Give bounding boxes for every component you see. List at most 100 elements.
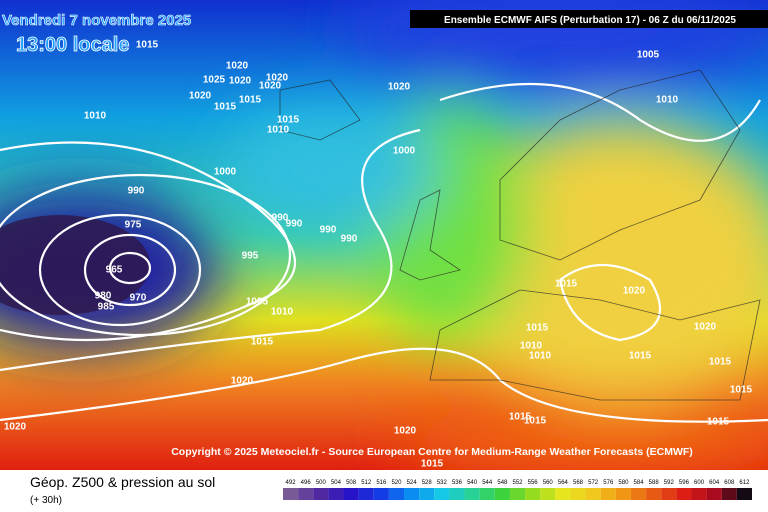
scale-label: 532: [437, 480, 448, 486]
scale-label: 504: [331, 480, 342, 486]
isobar-label: 1015: [421, 459, 444, 470]
isobar-label: 1000: [393, 146, 416, 157]
scale-swatch: [661, 488, 677, 500]
scale-label: 540: [467, 480, 478, 486]
isobar-label: 1010: [529, 351, 552, 362]
scale-swatch: [283, 488, 299, 500]
isobar-label: 1020: [694, 322, 717, 333]
scale-label: 604: [709, 480, 720, 486]
scale-swatch: [600, 488, 616, 500]
scale-swatch: [630, 488, 647, 500]
isobar-label: 980: [95, 291, 112, 302]
isobar-label: 1015: [707, 417, 730, 428]
scale-label: 492: [286, 480, 297, 486]
scale-swatch: [434, 488, 450, 500]
scale-label: 544: [482, 480, 493, 486]
scale-label: 560: [543, 480, 554, 486]
isobar-label: 1020: [388, 82, 411, 93]
scale-swatch: [706, 488, 722, 500]
scale-label: 580: [618, 480, 629, 486]
scale-label: 548: [497, 480, 508, 486]
scale-label: 508: [346, 480, 357, 486]
scale-label: 516: [376, 480, 387, 486]
isobar-label: 1020: [226, 61, 249, 72]
isobar-label: 1015: [629, 351, 652, 362]
scale-swatch: [721, 488, 737, 500]
scale-label: 584: [634, 480, 645, 486]
scale-swatch: [615, 488, 631, 500]
isobar-label: 1015: [214, 102, 237, 113]
isobar-label: 1010: [656, 95, 679, 106]
isobar-label: 1015: [524, 416, 547, 427]
isobar-label: 1020: [266, 73, 289, 84]
isobar-label: 1010: [520, 341, 543, 352]
isobar-label: 1015: [730, 385, 753, 396]
scale-label: 592: [664, 480, 675, 486]
isobar-label: 1015: [509, 412, 532, 423]
scale-swatch: [646, 488, 662, 500]
isobar-label: 1025: [203, 75, 226, 86]
isobar-label: 985: [98, 302, 115, 313]
scale-swatch: [449, 488, 465, 500]
scale-label: 588: [649, 480, 660, 486]
scale-label: 520: [391, 480, 402, 486]
isobar-label: 990: [320, 225, 337, 236]
forecast-date: Vendredi 7 novembre 2025: [2, 12, 191, 29]
scale-swatch: [343, 488, 359, 500]
isobar-label: 1010: [267, 125, 290, 136]
scale-swatch: [676, 488, 692, 500]
scale-swatch: [494, 488, 510, 500]
isobar-label: 1005: [246, 297, 269, 308]
scale-label: 608: [724, 480, 735, 486]
scale-label: 568: [573, 480, 584, 486]
isobar-label: 1010: [84, 111, 107, 122]
scale-swatch: [540, 488, 556, 500]
scale-swatch: [419, 488, 435, 500]
isobar-label: 970: [130, 293, 147, 304]
isobar-label: 995: [242, 251, 259, 262]
scale-swatch: [736, 488, 752, 500]
scale-label: 500: [316, 480, 327, 486]
isobar-label: 1015: [239, 95, 262, 106]
isobar-label: 990: [341, 234, 358, 245]
scale-swatch: [404, 488, 420, 500]
scale-label: 564: [558, 480, 569, 486]
scale-label: 512: [361, 480, 372, 486]
isobar-label: 1015: [251, 337, 274, 348]
scale-label: 576: [603, 480, 614, 486]
isobar-label: 990: [128, 186, 145, 197]
scale-swatch: [328, 488, 344, 500]
isobar-label: 975: [125, 220, 142, 231]
scale-swatch: [388, 488, 405, 500]
scale-label: 612: [739, 480, 750, 486]
scale-label: 552: [512, 480, 523, 486]
map-area: [0, 0, 768, 480]
scale-swatch: [555, 488, 571, 500]
isobar-label: 1015: [277, 115, 300, 126]
scale-label: 572: [588, 480, 599, 486]
isobar-label: 990: [272, 213, 289, 224]
scale-swatch: [313, 488, 329, 500]
scale-swatch: [525, 488, 541, 500]
color-scale: 492 496 500 504 508 512 516 520 524 528 532 536 540 5…: [283, 480, 752, 500]
scale-label: 556: [528, 480, 539, 486]
legend-title: Géop. Z500 & pression au sol: [30, 474, 215, 490]
isobar-label: 1000: [214, 167, 237, 178]
isobar-label: 1020: [259, 81, 282, 92]
isobar-label: 1020: [189, 91, 212, 102]
model-info: Ensemble ECMWF AIFS (Perturbation 17) - …: [444, 15, 736, 26]
model-banner: [410, 10, 768, 28]
isobar-label: 1015: [709, 357, 732, 368]
scale-swatch: [464, 488, 480, 500]
scale-swatch: [585, 488, 601, 500]
isobar-label: 1015: [555, 279, 578, 290]
forecast-time: 13:00 locale: [16, 34, 129, 56]
legend-subtitle: (+ 30h): [30, 495, 62, 506]
isobar-label: 1015: [526, 323, 549, 334]
scale-label: 596: [679, 480, 690, 486]
isobar-label: 1005: [637, 50, 660, 61]
scale-label: 496: [301, 480, 312, 486]
